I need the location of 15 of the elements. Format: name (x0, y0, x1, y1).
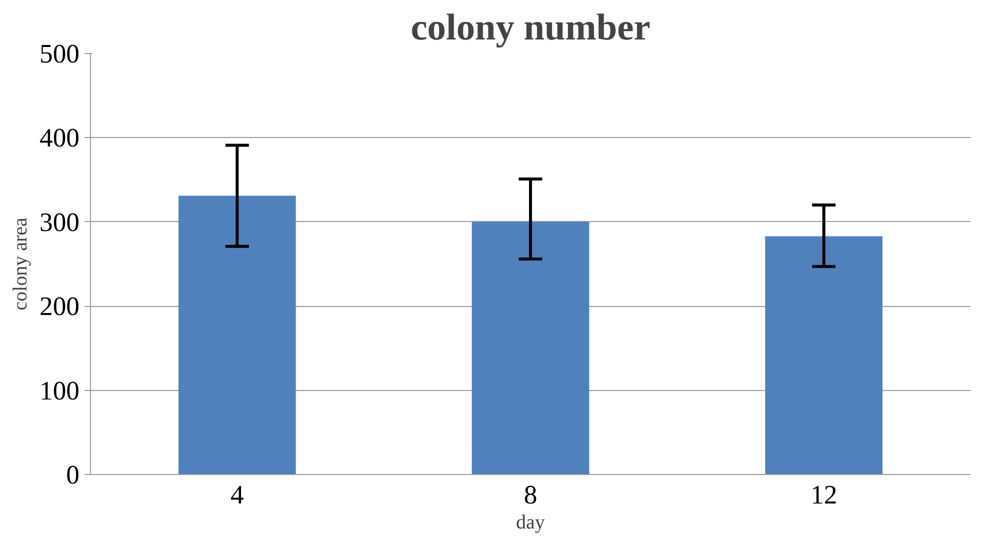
x-tick-label: 12 (810, 480, 838, 510)
y-axis-title: colony area (10, 218, 32, 310)
y-tick-label: 400 (40, 122, 80, 153)
y-tick-label: 500 (40, 38, 80, 68)
x-tick-label: 8 (524, 480, 538, 510)
y-tick-label: 0 (66, 460, 80, 490)
bar (178, 196, 296, 474)
bar (472, 222, 590, 474)
bar (765, 236, 882, 474)
y-tick-label: 200 (40, 291, 80, 322)
x-axis-title: day (516, 512, 545, 534)
y-tick-label: 300 (40, 206, 80, 237)
x-tick-label: 4 (230, 480, 244, 510)
y-tick-label: 100 (40, 375, 80, 406)
chart-title: colony number (410, 8, 650, 48)
